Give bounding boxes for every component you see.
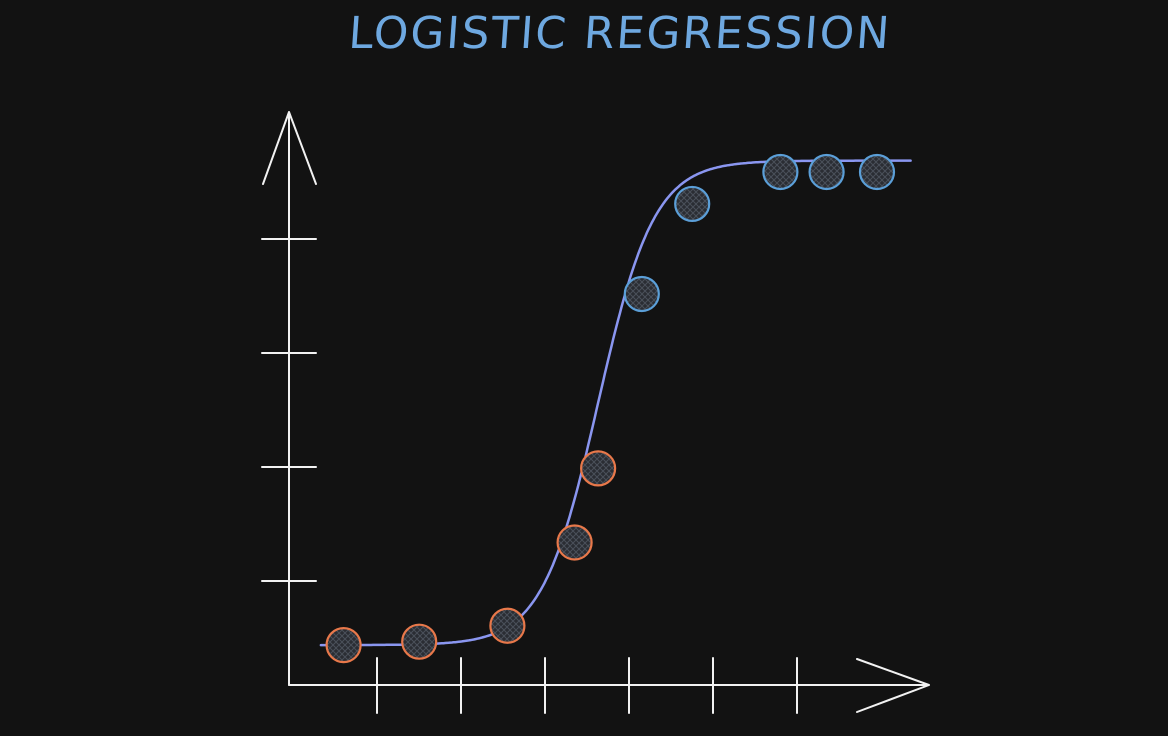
negative-point-4 <box>556 524 593 561</box>
positive-point-3 <box>762 153 799 191</box>
negative-point-2 <box>401 623 438 660</box>
sigmoid-curve <box>319 159 912 647</box>
positive-point-2 <box>674 185 711 223</box>
positive-point-1 <box>623 275 660 313</box>
axes <box>262 111 930 713</box>
x-ticks <box>376 657 798 714</box>
positive-point-4 <box>808 153 845 191</box>
negative-point-1 <box>325 626 362 664</box>
data-points <box>325 153 896 664</box>
positive-point-5 <box>858 153 896 191</box>
negative-point-3 <box>489 607 526 644</box>
negative-point-5 <box>580 450 617 487</box>
y-axis-arrowhead <box>262 111 317 185</box>
y-ticks <box>261 238 317 582</box>
x-axis-arrowhead <box>856 658 930 713</box>
